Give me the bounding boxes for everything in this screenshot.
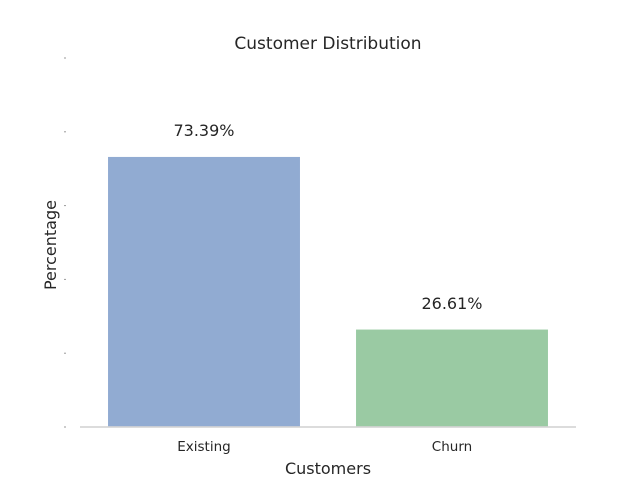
chart-title: Customer Distribution — [234, 34, 421, 54]
x-tick-label-churn: Churn — [432, 439, 472, 455]
x-tick-label-existing: Existing — [177, 439, 230, 455]
x-axis-label: Customers — [285, 459, 371, 478]
y-axis-ticks — [64, 57, 66, 428]
bars-group — [106, 155, 550, 428]
data-label-existing: 73.39% — [173, 121, 234, 140]
data-labels-group: 73.39% 26.61% — [173, 121, 482, 313]
bar-existing — [106, 155, 302, 428]
bar-churn — [354, 328, 550, 428]
y-axis-label: Percentage — [41, 200, 60, 290]
data-label-churn: 26.61% — [421, 294, 482, 313]
x-axis-tick-labels: Existing Churn — [177, 439, 472, 455]
